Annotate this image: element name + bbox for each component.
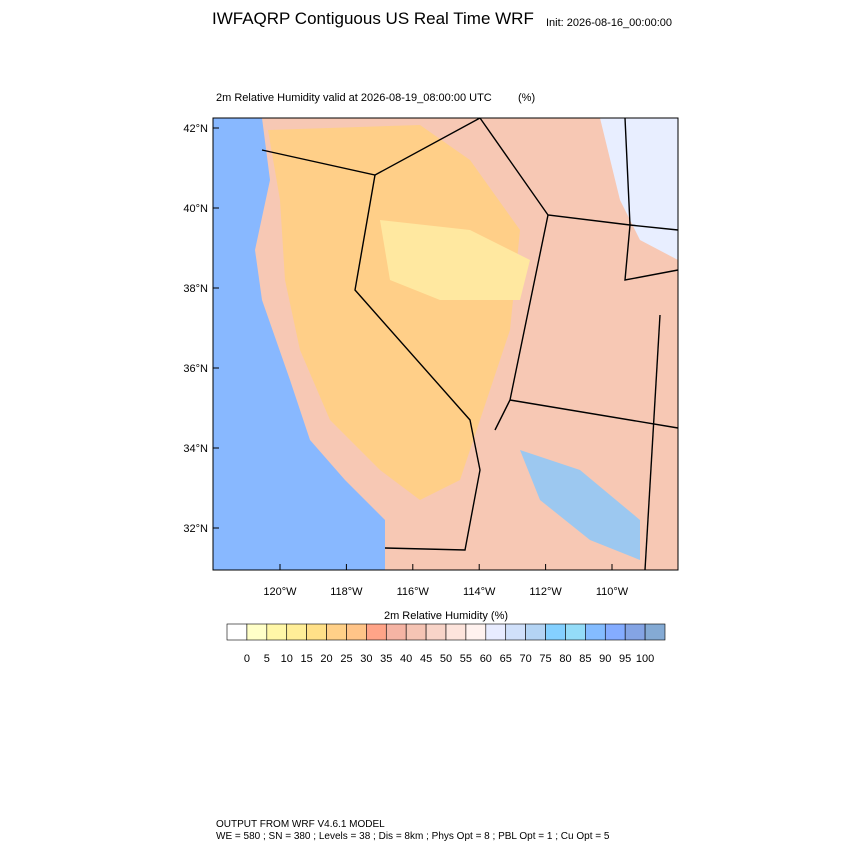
- colorbar-label: 85: [579, 653, 591, 665]
- colorbar-label: 40: [400, 653, 412, 665]
- colorbar-swatch: [565, 623, 586, 641]
- init-time: Init: 2026-08-16_00:00:00: [546, 17, 672, 29]
- colorbar-label: 55: [460, 653, 472, 665]
- colorbar-swatch: [326, 623, 347, 641]
- footer-line: WE = 580 ; SN = 380 ; Levels = 38 ; Dis …: [216, 831, 610, 842]
- colorbar-title: 2m Relative Humidity (%): [384, 610, 508, 622]
- colorbar-label: 5: [264, 653, 270, 665]
- colorbar-label: 80: [559, 653, 571, 665]
- colorbar-label: 95: [619, 653, 631, 665]
- lon-label: 118°W: [330, 586, 363, 598]
- colorbar-swatch: [644, 623, 666, 641]
- lat-axis: 42°N 40°N 38°N 36°N 34°N 32°N: [183, 123, 219, 535]
- colorbar-swatch: [346, 623, 367, 641]
- colorbar-label: 10: [281, 653, 293, 665]
- colorbar-label: 20: [320, 653, 332, 665]
- colorbar-label: 15: [301, 653, 313, 665]
- colorbar-swatch: [226, 623, 248, 641]
- map: [212, 117, 679, 571]
- colorbar-label: 100: [636, 653, 654, 665]
- colorbar-swatch: [366, 623, 387, 641]
- lat-label: 42°N: [183, 123, 208, 135]
- colorbar-label: 90: [599, 653, 611, 665]
- lon-label: 116°W: [397, 586, 430, 598]
- colorbar-label: 50: [440, 653, 452, 665]
- footer-line: OUTPUT FROM WRF V4.6.1 MODEL: [216, 819, 385, 830]
- humid-region: [520, 450, 640, 560]
- colorbar-swatch: [505, 623, 526, 641]
- colorbar-label: 60: [480, 653, 492, 665]
- colorbar-label: 65: [500, 653, 512, 665]
- colorbar-swatch: [385, 623, 407, 641]
- colorbar-swatch: [286, 623, 307, 641]
- colorbar-swatch: [525, 623, 546, 641]
- lon-label: 120°W: [263, 586, 297, 598]
- lat-label: 38°N: [183, 283, 208, 295]
- very-dry-region: [380, 220, 530, 300]
- state-borders: [261, 117, 679, 571]
- colorbar-swatch: [485, 623, 507, 641]
- lat-label: 40°N: [183, 203, 208, 215]
- lon-label: 110°W: [596, 586, 629, 598]
- title: IWFAQRP Contiguous US Real Time WRF: [212, 9, 534, 28]
- lon-label: 112°W: [529, 586, 562, 598]
- map-frame: [212, 117, 679, 571]
- colorbar-label: 35: [380, 653, 392, 665]
- colorbar-label: 75: [539, 653, 551, 665]
- colorbar-swatch: [445, 623, 467, 641]
- colorbar: 0 5 10 15 20 25 30 35 40 45 50 55 60 65 70 75 80 85 90 95 10…: [226, 623, 666, 665]
- colorbar-swatch: [246, 623, 268, 641]
- colorbar-label: 0: [244, 653, 250, 665]
- subtitle: 2m Relative Humidity valid at 2026-08-19…: [216, 92, 492, 104]
- colorbar-swatch: [306, 623, 327, 641]
- colorbar-swatch: [465, 623, 487, 641]
- colorbar-swatch: [604, 623, 626, 641]
- colorbar-swatch: [266, 623, 288, 641]
- colorbar-swatch: [405, 623, 427, 641]
- colorbar-swatch: [425, 623, 447, 641]
- colorbar-swatch: [545, 623, 566, 641]
- moist-region: [600, 118, 678, 260]
- ocean: [213, 118, 385, 570]
- units: (%): [518, 92, 535, 104]
- lat-label: 36°N: [183, 363, 208, 375]
- lon-axis: 120°W 118°W 116°W 114°W 112°W 110°W: [263, 564, 629, 598]
- colorbar-label: 25: [340, 653, 352, 665]
- lon-label: 114°W: [463, 586, 496, 598]
- colorbar-label: 70: [520, 653, 532, 665]
- lat-label: 32°N: [183, 523, 208, 535]
- colorbar-swatch: [585, 623, 606, 641]
- colorbar-label: 30: [360, 653, 372, 665]
- colorbar-swatch: [624, 623, 646, 641]
- colorbar-label: 45: [420, 653, 432, 665]
- lat-label: 34°N: [183, 443, 208, 455]
